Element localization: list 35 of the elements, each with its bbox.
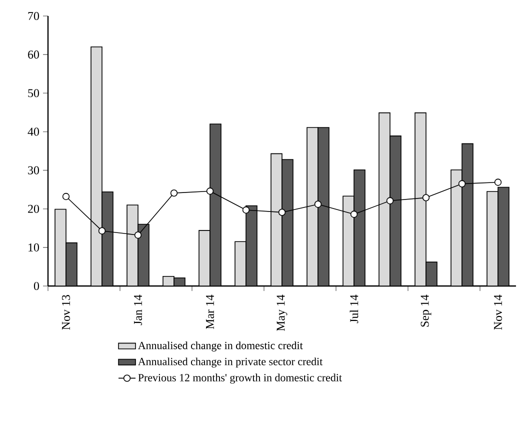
- x-tick-label: Nov 14: [494, 294, 502, 330]
- x-tick-label: Nov 13: [62, 294, 70, 330]
- bar: [498, 186, 510, 286]
- legend-label: Annualised change in private sector credit: [138, 358, 323, 368]
- point: [134, 231, 142, 239]
- bar: [54, 208, 66, 286]
- y-tick-label: 0: [34, 282, 40, 290]
- x-tick-label: May 14: [276, 294, 288, 332]
- point: [62, 192, 70, 200]
- y-tick-label: 40: [28, 128, 40, 136]
- x-tick-label: Jan 14: [134, 294, 142, 326]
- point: [98, 227, 106, 234]
- x-tick-label: Jul 14: [350, 294, 358, 324]
- y-tick-label: 10: [28, 243, 40, 252]
- point: [242, 206, 250, 214]
- bar: [486, 191, 498, 286]
- point: [422, 194, 430, 202]
- point: [314, 200, 322, 208]
- y-tick-label: 60: [28, 50, 40, 59]
- point: [386, 197, 394, 204]
- y-tick-label: 70: [28, 12, 40, 20]
- y-tick-label: 50: [28, 89, 40, 98]
- y-tick-label: 20: [28, 204, 40, 213]
- point: [350, 210, 358, 218]
- point: [494, 178, 502, 186]
- x-tick-label: Sep 14: [420, 294, 432, 327]
- bar: [90, 46, 102, 286]
- point: [206, 188, 214, 195]
- x-tick-label: Mar 14: [206, 294, 214, 330]
- point: [458, 180, 466, 188]
- legend-label: Previous 12 months' growth in domestic credit: [138, 374, 342, 384]
- y-tick-label: 30: [28, 166, 40, 174]
- point: [278, 208, 286, 216]
- point: [170, 189, 178, 197]
- legend-label: Annualised change in domestic credit: [138, 341, 303, 352]
